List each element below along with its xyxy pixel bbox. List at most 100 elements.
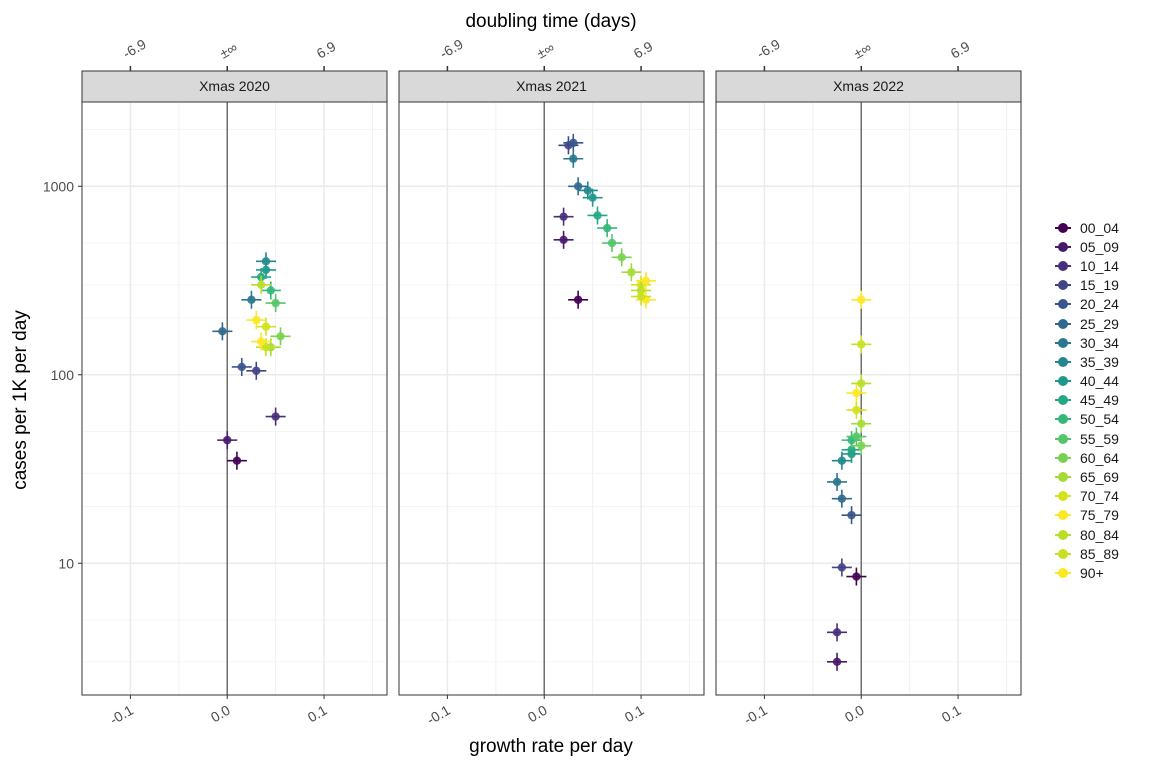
legend-key xyxy=(1052,393,1074,407)
data-point xyxy=(573,182,583,191)
legend-item: 60_64 xyxy=(1052,448,1147,467)
legend-item: 15_19 xyxy=(1052,276,1147,295)
panel-border xyxy=(81,101,388,696)
data-point xyxy=(569,138,578,148)
legend-item: 05_09 xyxy=(1052,237,1147,256)
legend-key xyxy=(1052,355,1074,369)
top-tick-label: ±∞ xyxy=(534,39,557,62)
data-point xyxy=(569,154,578,163)
data-point xyxy=(837,563,847,572)
top-tick-label: 6.9 xyxy=(631,38,656,62)
top-tick-label: 6.9 xyxy=(314,38,339,62)
legend-item: 85_89 xyxy=(1052,544,1147,563)
legend-key xyxy=(1052,317,1074,331)
legend-key xyxy=(1052,259,1074,273)
x-tick-label: -0.1 xyxy=(424,702,453,728)
data-point xyxy=(276,332,285,341)
legend-key xyxy=(1052,489,1074,503)
data-point xyxy=(232,456,242,465)
legend-item: 65_69 xyxy=(1052,467,1147,486)
x-tick-label: 0.1 xyxy=(305,702,330,726)
facet-strip xyxy=(81,70,388,103)
legend-label: 75_79 xyxy=(1080,507,1119,524)
legend-label: 35_39 xyxy=(1080,353,1119,370)
data-point xyxy=(559,235,568,245)
legend-key xyxy=(1052,566,1074,580)
legend-key xyxy=(1052,336,1074,350)
data-point xyxy=(852,388,861,398)
facet-title: Xmas 2021 xyxy=(516,78,587,94)
data-point xyxy=(223,435,232,445)
legend-item: 75_79 xyxy=(1052,506,1147,525)
x-tick-label: 0.1 xyxy=(939,702,964,726)
legend-key xyxy=(1052,240,1074,254)
facet-panel: Xmas 2022 -0.1 0.0 0.1 -6.9 ±∞ 6.9 xyxy=(715,36,1022,728)
x-tick-label: 0.0 xyxy=(842,702,867,726)
facet-strip xyxy=(398,70,705,103)
panel-border xyxy=(398,101,705,696)
facet-panel: Xmas 2020 -0.1 0.0 0.1 -6.9 ±∞ 6.9 10 100 1000 xyxy=(43,36,388,728)
legend-label: 05_09 xyxy=(1080,238,1119,255)
legend-key xyxy=(1052,278,1074,292)
data-point xyxy=(256,280,266,290)
legend-key xyxy=(1052,470,1074,484)
legend-label: 50_54 xyxy=(1080,411,1119,428)
legend-item: 70_74 xyxy=(1052,487,1147,506)
legend-label: 60_64 xyxy=(1080,449,1119,466)
x-tick-label: 0.0 xyxy=(525,702,550,726)
legend-key xyxy=(1052,297,1074,311)
top-axis-title: doubling time (days) xyxy=(465,11,636,32)
legend-item: 45_49 xyxy=(1052,391,1147,410)
data-point xyxy=(857,340,866,349)
plot-area xyxy=(82,102,387,695)
data-point xyxy=(857,379,866,388)
data-point xyxy=(641,276,651,286)
legend-item: 80_84 xyxy=(1052,525,1147,544)
x-tick-label: 0.0 xyxy=(208,702,233,726)
legend-item: 90+ xyxy=(1052,563,1147,582)
data-point xyxy=(218,327,227,336)
legend-item: 25_29 xyxy=(1052,314,1147,333)
top-tick-label: ±∞ xyxy=(851,39,874,62)
top-tick-label: -6.9 xyxy=(120,36,149,62)
data-point xyxy=(837,494,847,503)
data-point xyxy=(627,268,636,277)
legend-label: 90+ xyxy=(1080,564,1104,581)
plot-area xyxy=(399,102,704,695)
x-tick-label: -0.1 xyxy=(741,702,770,728)
data-point xyxy=(832,657,842,667)
legend-label: 15_19 xyxy=(1080,277,1119,294)
data-point xyxy=(617,253,626,262)
legend-key xyxy=(1052,432,1074,446)
facet-panel: Xmas 2021 -0.1 0.0 0.1 -6.9 ±∞ 6.9 xyxy=(398,36,705,728)
legend-key xyxy=(1052,528,1074,542)
data-point xyxy=(261,265,271,275)
legend-label: 00_04 xyxy=(1080,219,1119,236)
data-point xyxy=(593,211,602,220)
data-point xyxy=(271,412,280,421)
y-tick-label: 1000 xyxy=(43,178,74,194)
legend-label: 45_49 xyxy=(1080,392,1119,409)
data-point xyxy=(847,445,856,454)
data-point xyxy=(261,322,271,331)
data-point xyxy=(837,456,847,465)
data-point xyxy=(857,419,866,428)
data-point xyxy=(256,337,266,346)
data-point xyxy=(266,286,276,295)
data-point xyxy=(852,432,861,441)
legend-label: 25_29 xyxy=(1080,315,1119,332)
data-point xyxy=(857,441,866,450)
data-point xyxy=(602,223,612,233)
data-point xyxy=(252,366,261,375)
x-tick-label: -0.1 xyxy=(107,702,136,728)
legend-label: 30_34 xyxy=(1080,334,1119,351)
legend-key xyxy=(1052,508,1074,522)
legend-item: 35_39 xyxy=(1052,352,1147,371)
top-tick-label: 6.9 xyxy=(948,38,973,62)
data-point xyxy=(247,295,256,304)
legend-key xyxy=(1052,412,1074,426)
legend-label: 10_14 xyxy=(1080,257,1119,274)
data-point xyxy=(852,572,861,581)
legend-key xyxy=(1052,374,1074,388)
